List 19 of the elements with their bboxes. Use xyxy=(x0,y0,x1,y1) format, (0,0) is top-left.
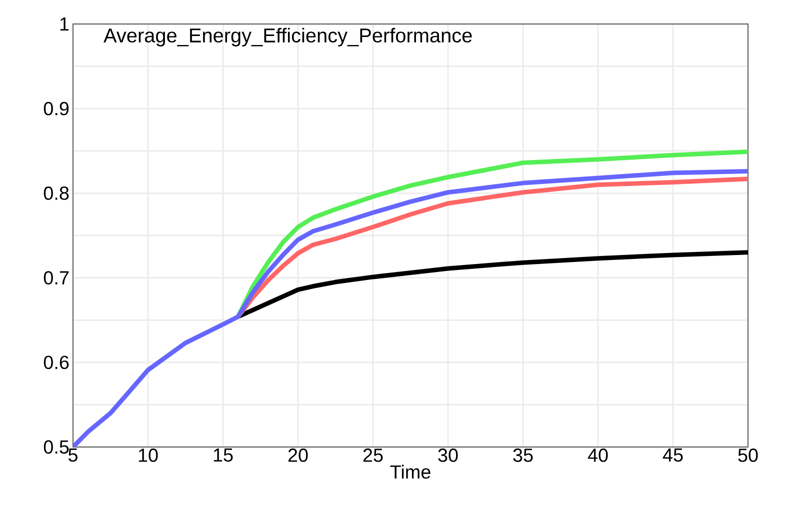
x-tick-label: 15 xyxy=(214,448,233,462)
y-tick-label: 0.5 xyxy=(44,440,69,454)
x-tick-label: 40 xyxy=(588,448,608,462)
x-tick-label: 10 xyxy=(138,448,158,462)
x-tick-label: 45 xyxy=(662,448,683,462)
line-series xyxy=(73,168,748,447)
x-tick-label: 25 xyxy=(363,448,383,462)
y-tick-label: 0.6 xyxy=(44,356,69,370)
x-tick-label: 5 xyxy=(68,448,78,462)
y-tick-label: 0.8 xyxy=(44,186,69,200)
x-tick-label: 30 xyxy=(438,448,458,462)
x-tick-label: 50 xyxy=(738,448,758,462)
x-tick-label: 35 xyxy=(513,448,533,462)
y-tick-label: 1 xyxy=(60,17,69,31)
y-tick-label: 0.7 xyxy=(44,271,69,285)
y-tick-label: 0.9 xyxy=(44,102,69,116)
x-tick-label: 20 xyxy=(288,448,308,462)
x-axis-title: Time xyxy=(390,464,430,479)
chart-title: Average_Energy_Efficiency_Performance xyxy=(104,28,472,46)
